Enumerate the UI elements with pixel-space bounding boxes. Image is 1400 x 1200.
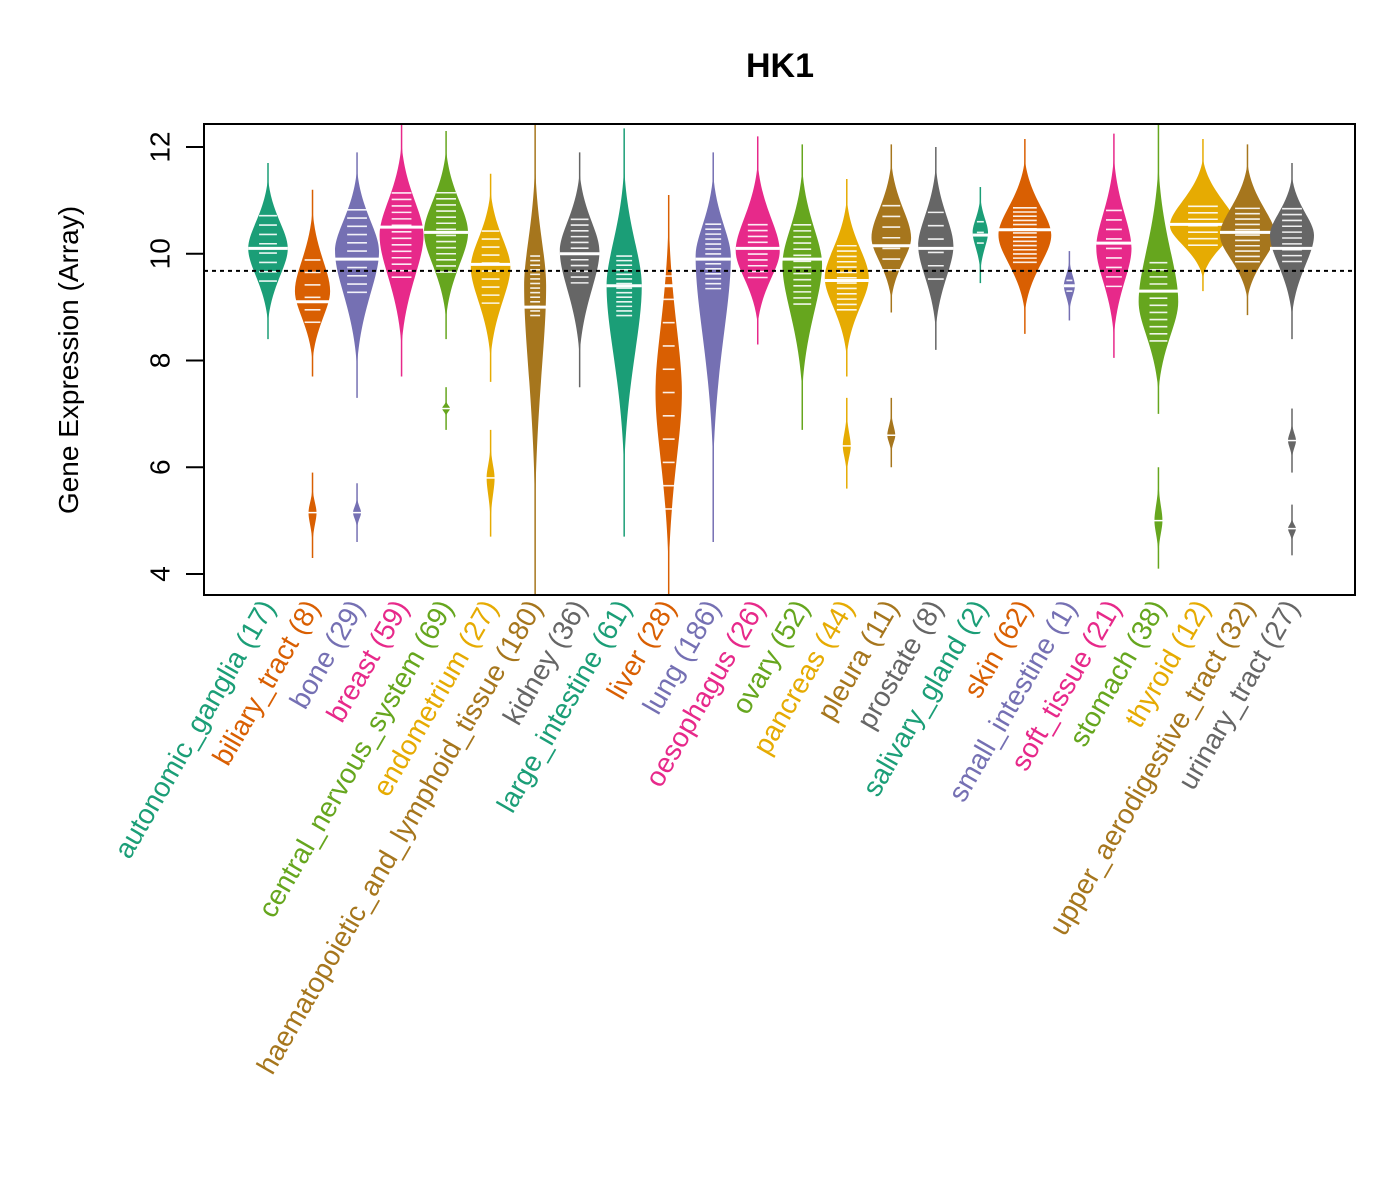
chart-title: HK1 [746, 47, 814, 85]
violin-soft-tissue [1096, 133, 1132, 358]
violin-body [735, 161, 780, 326]
violin-body [524, 162, 547, 513]
x-axis-labels: autonomic_ganglia (17)biliary_tract (8)b… [108, 595, 1305, 1080]
violin-body [470, 189, 511, 360]
violin-salivary-gland [972, 187, 989, 284]
violin-body [1270, 175, 1314, 317]
violin-breast [379, 124, 424, 377]
violins-group [248, 124, 1314, 595]
violin-lobe [1154, 480, 1163, 556]
violin-thyroid [1169, 138, 1236, 292]
y-tick-label: 12 [144, 131, 175, 162]
plot-frame [203, 123, 1356, 596]
violin-lobe [842, 411, 851, 476]
violin-biliary-tract [294, 189, 331, 558]
violin-body [1138, 163, 1179, 394]
y-axis: 4 6 8 10 12 [144, 131, 204, 582]
violin-skin [998, 138, 1052, 334]
violin-upper-aerodigestive-tract [1219, 144, 1275, 316]
violin-body [606, 165, 642, 471]
violin-lobe [887, 411, 896, 454]
violin-urinary-tract [1270, 163, 1314, 556]
violin-lobe [1288, 517, 1296, 542]
violin-lobe [308, 485, 317, 545]
violin-body [1169, 158, 1236, 279]
violin-kidney [559, 152, 600, 388]
violin-ovary [782, 144, 823, 430]
violin-prostate [918, 147, 954, 350]
violin-bone [335, 152, 380, 542]
violin-large-intestine [606, 128, 642, 537]
violin-body [424, 148, 469, 320]
violin-liver [655, 195, 682, 595]
y-tick-label: 10 [144, 238, 175, 269]
violin-body [655, 215, 682, 573]
violin-small-intestine [1063, 251, 1075, 321]
violin-pancreas [824, 179, 869, 489]
y-tick-label: 4 [144, 566, 175, 582]
y-tick-label: 6 [144, 459, 175, 475]
violin-endometrium [470, 173, 511, 537]
y-axis-label: Gene Expression (Array) [53, 206, 84, 514]
violin-body [998, 159, 1052, 313]
violin-body [871, 161, 912, 302]
violin-body [695, 173, 731, 467]
violin-pleura [871, 144, 912, 468]
violin-central-nervous-system [424, 130, 469, 430]
violin-oesophagus [735, 136, 780, 345]
violin-body [248, 177, 288, 324]
violin-stomach [1138, 124, 1179, 569]
violin-lobe [486, 443, 495, 524]
violin-lung [695, 152, 731, 542]
violin-haematopoietic-and-lymphoid-tissue [524, 124, 547, 595]
violin-body [1096, 155, 1132, 338]
violin-body [559, 171, 600, 357]
violin-autonomic-ganglia [248, 163, 288, 340]
y-tick-label: 8 [144, 353, 175, 369]
